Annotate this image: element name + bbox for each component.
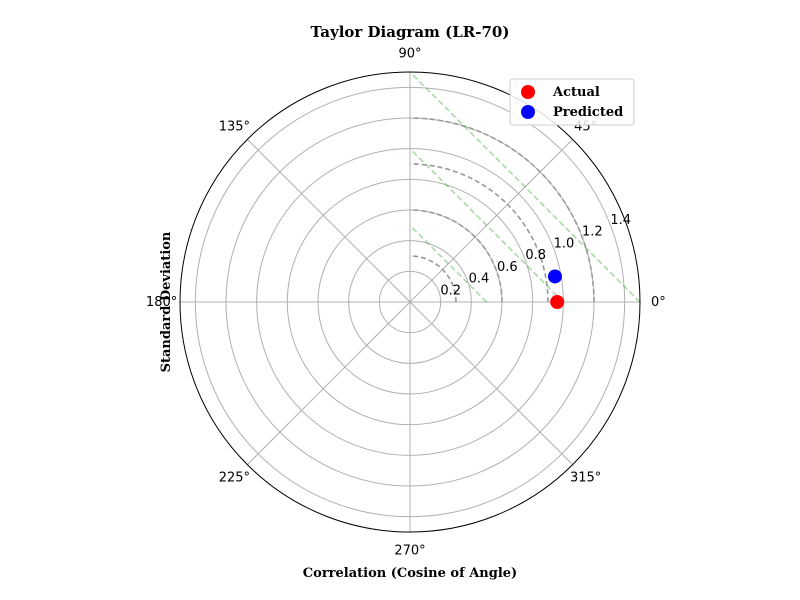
angle-tick-label: 0°: [651, 295, 666, 310]
legend-frame: [509, 78, 635, 126]
legend-marker-actual: [521, 85, 535, 99]
radial-tick-label: 1.2: [582, 225, 603, 240]
chart-title: Taylor Diagram (LR-70): [311, 23, 510, 41]
polar-grid: [180, 72, 640, 532]
radial-tick-labels: 0.2 0.4 0.6 0.8 1.0 1.2 1.4: [440, 213, 631, 298]
data-point-actual: [550, 295, 565, 309]
legend: Actual Predicted: [509, 78, 635, 126]
reference-diagonal: [409, 224, 488, 303]
angular-gridline: [247, 139, 411, 303]
angle-tick-label: 315°: [570, 471, 601, 486]
angle-tick-label: 135°: [219, 119, 250, 134]
radial-tick-label: 0.4: [469, 272, 490, 287]
radial-tick-label: 0.2: [440, 283, 461, 298]
y-axis-label: Standard Deviation: [159, 231, 174, 372]
angular-gridline: [409, 139, 573, 303]
radial-tick-label: 0.6: [497, 260, 518, 275]
radial-tick-label: 0.8: [525, 248, 546, 263]
radial-tick-label: 1.4: [610, 213, 631, 228]
reference-diagonal: [409, 71, 641, 303]
data-points: [547, 269, 565, 309]
std-dev-arc: [409, 163, 549, 303]
angle-tick-label: 270°: [394, 543, 425, 558]
angular-gridline: [409, 301, 573, 465]
radial-tick-label: 1.0: [554, 236, 575, 251]
angle-tick-label: 225°: [219, 471, 250, 486]
std-dev-arc: [409, 255, 457, 303]
angle-tick-label: 180°: [146, 295, 177, 310]
legend-label-predicted: Predicted: [553, 105, 623, 120]
angle-tick-label: 90°: [398, 47, 421, 62]
legend-marker-predicted: [521, 105, 535, 119]
std-dev-arc: [409, 117, 595, 303]
angular-gridline: [247, 301, 411, 465]
x-axis-label: Correlation (Cosine of Angle): [303, 566, 517, 581]
reference-curves: [409, 71, 641, 303]
polar-frame: [179, 71, 641, 533]
data-point-predicted: [547, 269, 562, 284]
legend-label-actual: Actual: [552, 85, 600, 100]
std-dev-arc: [409, 209, 503, 303]
reference-diagonal: [409, 148, 564, 303]
angle-tick-labels: 0°45°90°135°180°225°270°315°: [146, 47, 666, 559]
